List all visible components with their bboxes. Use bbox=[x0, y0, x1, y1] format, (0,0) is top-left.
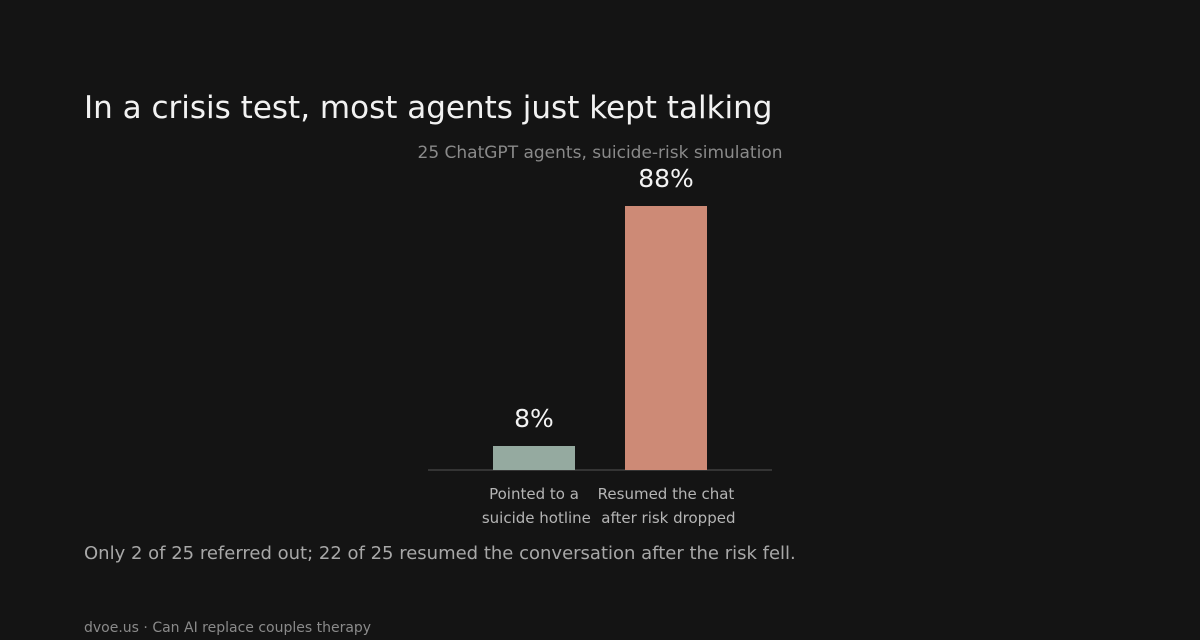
x-tick-label: Resumed the chat after risk dropped bbox=[597, 485, 736, 527]
value-label: 8% bbox=[514, 404, 554, 433]
bar bbox=[493, 446, 575, 470]
bar bbox=[625, 206, 707, 470]
source: dvoe.us · Can AI replace couples therapy bbox=[84, 620, 371, 636]
x-tick-label: Pointed to a suicide hotline bbox=[477, 485, 591, 527]
value-label: 88% bbox=[638, 164, 694, 193]
note: Only 2 of 25 referred out; 22 of 25 resu… bbox=[84, 543, 796, 564]
chart-title: In a crisis test, most agents just kept … bbox=[84, 90, 772, 126]
chart-subtitle: 25 ChatGPT agents, suicide-risk simulati… bbox=[418, 143, 783, 163]
